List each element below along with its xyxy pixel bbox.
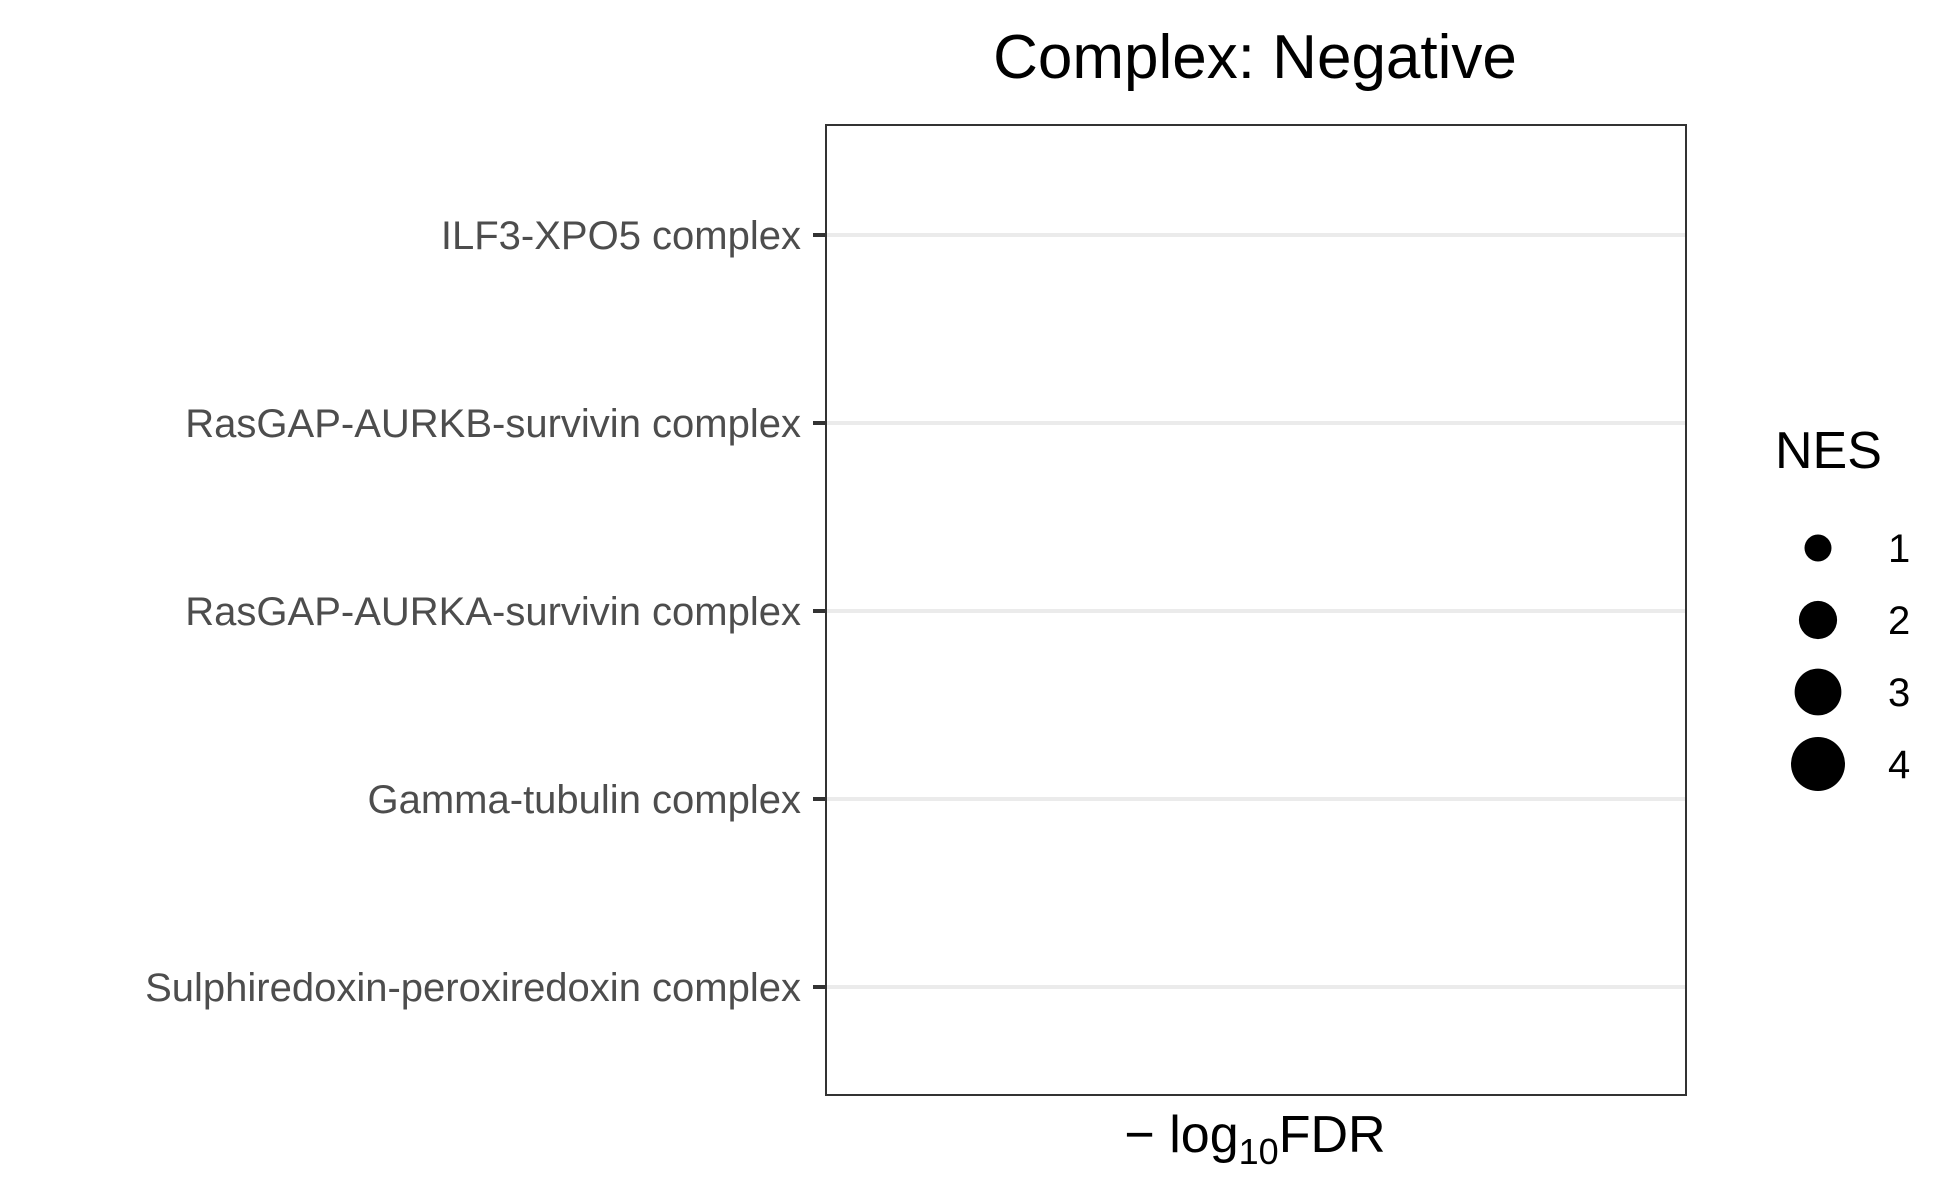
grid-lines <box>826 233 1686 989</box>
legend-size-label: 3 <box>1888 671 1910 715</box>
y-axis-tick-labels: ILF3-XPO5 complex RasGAP-AURKB-survivin c… <box>145 214 801 1010</box>
legend-size-label: 2 <box>1888 599 1910 643</box>
legend-size-key <box>1791 737 1845 791</box>
size-legend: NES 1 2 3 4 <box>1775 422 1910 791</box>
legend-size-key <box>1804 534 1832 562</box>
y-tick-label: Gamma-tubulin complex <box>368 778 802 822</box>
legend-title: NES <box>1775 422 1882 480</box>
legend-size-label: 1 <box>1888 527 1910 571</box>
legend-size-label: 4 <box>1888 743 1910 787</box>
x-axis-label-prefix: − log <box>1124 1106 1238 1164</box>
legend-size-key <box>1798 600 1838 640</box>
y-tick-label: RasGAP-AURKA-survivin complex <box>185 590 801 634</box>
chart-title: Complex: Negative <box>993 23 1517 92</box>
y-tick-label: Sulphiredoxin-peroxiredoxin complex <box>145 966 801 1010</box>
y-tick-label: RasGAP-AURKB-survivin complex <box>185 402 801 446</box>
y-axis-ticks <box>813 233 826 989</box>
x-axis-label-subscript: 10 <box>1239 1131 1279 1172</box>
legend-size-key <box>1794 668 1842 716</box>
x-axis-label-suffix: FDR <box>1279 1106 1386 1164</box>
x-axis-label: − log10FDR <box>1124 1106 1385 1172</box>
y-tick-label: ILF3-XPO5 complex <box>441 214 801 258</box>
